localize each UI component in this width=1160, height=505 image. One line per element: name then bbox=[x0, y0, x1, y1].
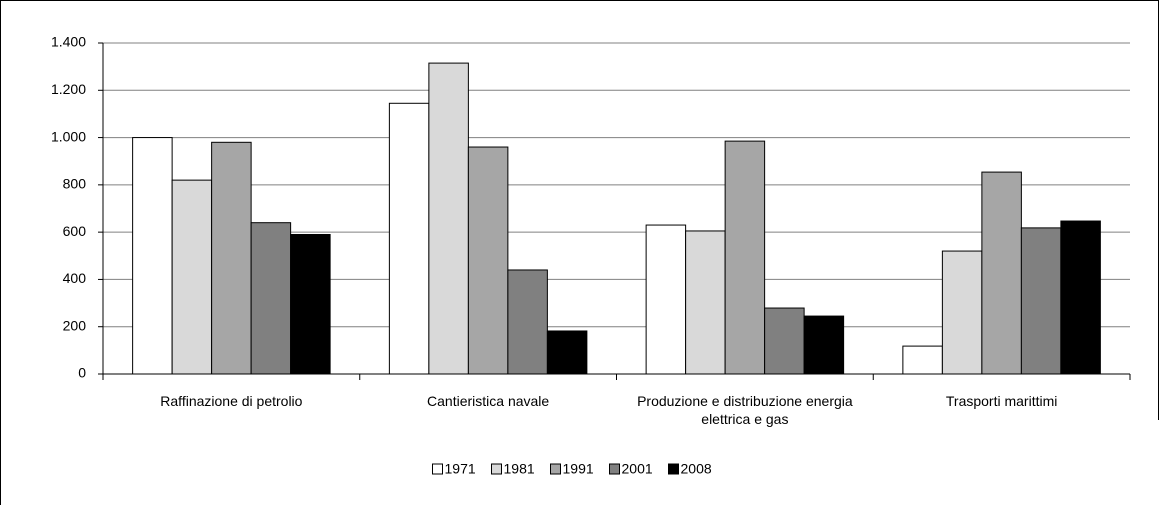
y-tick-label: 1.000 bbox=[51, 128, 86, 144]
y-tick-label: 400 bbox=[63, 270, 87, 286]
bar bbox=[645, 224, 687, 375]
bar bbox=[1020, 227, 1062, 375]
bar bbox=[171, 179, 213, 375]
x-tick-label: Trasporti marittimi bbox=[945, 393, 1058, 409]
bar bbox=[250, 222, 292, 375]
bar bbox=[132, 137, 173, 375]
bar bbox=[941, 250, 983, 375]
x-tick-label: Produzione e distribuzione energia elett… bbox=[637, 393, 853, 427]
y-tick-label: 0 bbox=[78, 365, 86, 381]
bar bbox=[290, 234, 331, 375]
y-tick-label: 1.400 bbox=[51, 34, 86, 50]
y-tick-label: 1.200 bbox=[51, 81, 86, 97]
legend-swatch bbox=[491, 463, 502, 475]
legend-swatch bbox=[432, 463, 443, 475]
bar bbox=[764, 307, 805, 375]
bar bbox=[388, 102, 430, 375]
x-tick-label: Cantieristica navale bbox=[427, 393, 550, 409]
bar bbox=[685, 230, 726, 375]
x-tick-label: Raffinazione di petrolio bbox=[160, 393, 303, 409]
bar bbox=[803, 315, 845, 375]
bar bbox=[1060, 220, 1101, 375]
bar bbox=[902, 345, 943, 375]
y-tick-label: 600 bbox=[63, 223, 87, 239]
legend-label: 2001 bbox=[622, 461, 653, 477]
bar bbox=[724, 140, 766, 375]
legend-swatch bbox=[668, 463, 679, 475]
legend-swatch bbox=[550, 463, 561, 475]
legend-label: 2008 bbox=[681, 461, 712, 477]
bar bbox=[467, 146, 509, 375]
bar bbox=[981, 171, 1022, 375]
legend-label: 1991 bbox=[563, 461, 594, 477]
legend-label: 1971 bbox=[445, 461, 476, 477]
legend-swatch bbox=[609, 463, 620, 475]
bar bbox=[211, 141, 252, 375]
y-tick-label: 200 bbox=[63, 317, 87, 333]
bar bbox=[428, 62, 469, 375]
y-tick-label: 800 bbox=[63, 176, 87, 192]
legend-label: 1981 bbox=[504, 461, 535, 477]
bar bbox=[546, 330, 588, 375]
bar bbox=[507, 269, 548, 375]
